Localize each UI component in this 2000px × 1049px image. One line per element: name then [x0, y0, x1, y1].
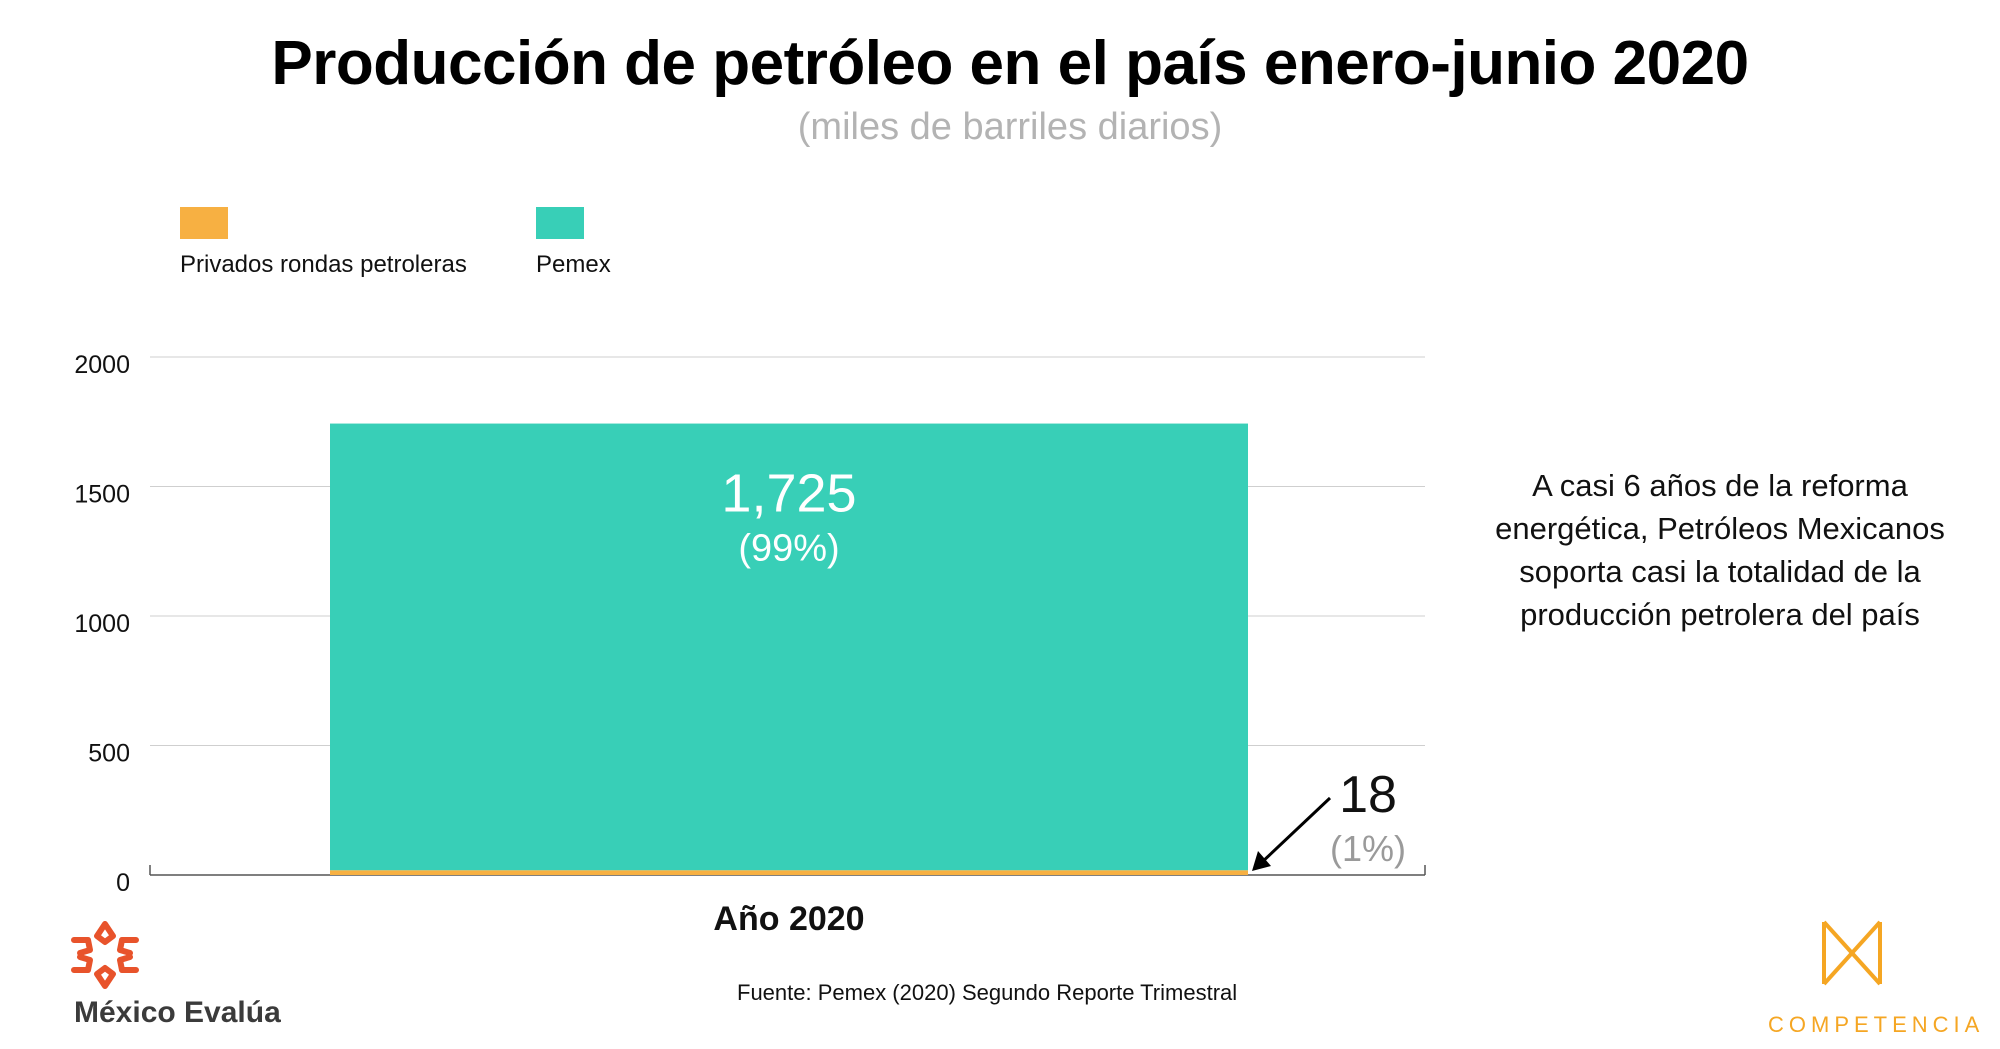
y-tick-label: 1500: [74, 481, 130, 509]
data-label-privados-value: 18: [1339, 766, 1397, 824]
mexico-evalua-logo-text: México Evalúa: [74, 996, 281, 1029]
competencia-logo-icon: [1820, 920, 1884, 991]
annotation-text: A casi 6 años de la reforma energética, …: [1495, 468, 1945, 632]
y-tick-label: 2000: [74, 351, 130, 379]
y-tick-label: 1000: [74, 610, 130, 638]
data-label-pemex-value: 1,725: [721, 464, 856, 524]
chart-subtitle: (miles de barriles diarios): [797, 106, 1223, 148]
legend-label-pemex: Pemex: [536, 251, 611, 278]
legend-swatch-pemex: [536, 207, 584, 239]
legend-item-pemex: Pemex: [536, 207, 611, 278]
legend-swatch-privados: [180, 207, 228, 239]
y-tick-label: 0: [116, 869, 130, 897]
data-label-pemex-pct: (99%): [738, 528, 839, 570]
legend-label-privados: Privados rondas petroleras: [180, 251, 467, 278]
bar-privados: [330, 870, 1248, 875]
mexico-evalua-logo-icon: [70, 920, 140, 995]
legend-item-privados: Privados rondas petroleras: [180, 207, 467, 278]
data-labels: 1,725(99%) 18(1%) Año 2020: [713, 464, 1406, 938]
bar-pemex: [330, 423, 1248, 871]
y-axis-ticks: 0 500 1000 1500 2000: [74, 351, 130, 897]
source-note: Fuente: Pemex (2020) Segundo Reporte Tri…: [737, 980, 1238, 1005]
competencia-logo-text: COMPETENCIA: [1768, 1012, 1985, 1037]
bars: [330, 423, 1248, 875]
y-tick-label: 500: [88, 740, 130, 768]
pointer-arrow: [1252, 796, 1332, 871]
data-label-privados-pct: (1%): [1330, 828, 1406, 869]
chart-title: Producción de petróleo en el país enero-…: [271, 29, 1749, 98]
x-category-label: Año 2020: [713, 900, 864, 938]
